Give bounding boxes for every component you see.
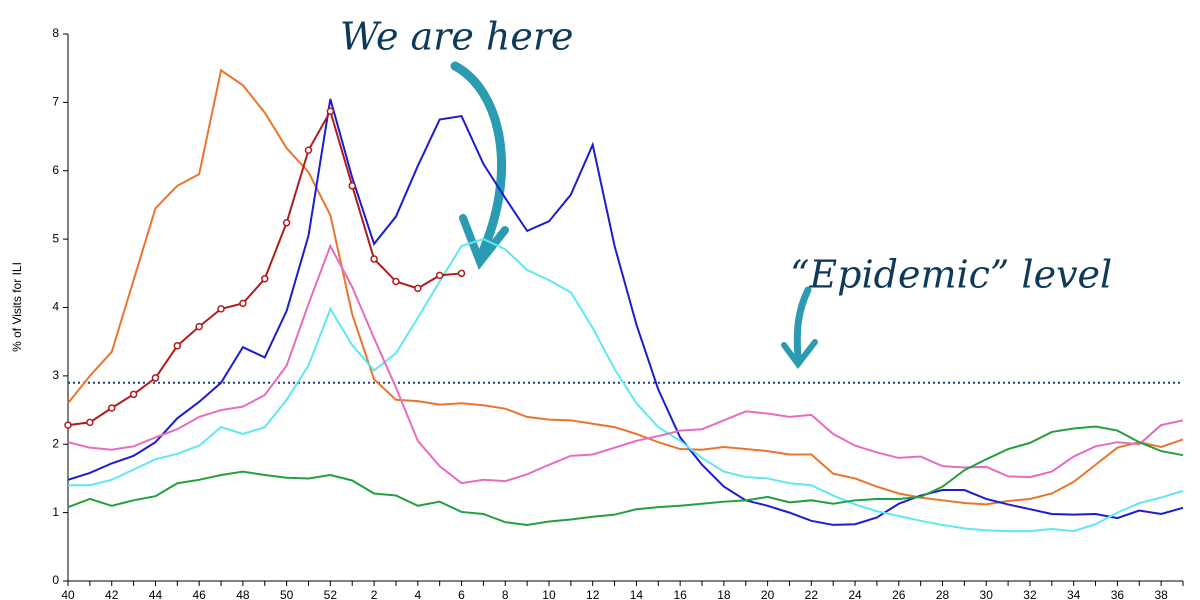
- x-tick-label: 20: [761, 588, 775, 600]
- x-tick-label: 46: [192, 588, 206, 600]
- point: [173, 342, 182, 350]
- x-tick-label: 18: [717, 588, 731, 600]
- point: [151, 374, 160, 382]
- x-tick-label: 24: [848, 588, 862, 600]
- y-tick-label: 8: [52, 26, 59, 40]
- x-tick-label: 52: [324, 588, 338, 600]
- arrows: [450, 61, 818, 369]
- point: [348, 182, 356, 190]
- point: [435, 271, 444, 280]
- point: [239, 299, 247, 308]
- point: [129, 390, 138, 399]
- x-tick-label: 14: [630, 588, 644, 600]
- point: [261, 275, 269, 283]
- arrow: [793, 286, 812, 362]
- x-tick-label: 44: [149, 588, 163, 600]
- x-tick-label: 30: [980, 588, 994, 600]
- x-tick-label: 34: [1067, 588, 1081, 600]
- x-tick-label: 28: [936, 588, 950, 600]
- point: [282, 218, 291, 227]
- arrow-head: [459, 214, 509, 271]
- point: [326, 107, 335, 116]
- y-tick-label: 1: [52, 505, 59, 519]
- series-line: [68, 238, 1184, 533]
- x-tick-label: 40: [61, 588, 75, 600]
- y-tick-label: 7: [52, 95, 59, 109]
- x-tick-label: 26: [892, 588, 906, 600]
- point: [414, 284, 422, 293]
- series-line: [67, 243, 1184, 485]
- point: [217, 305, 225, 313]
- y-axis-label: % of Visits for ILI: [10, 262, 24, 352]
- y-tick-label: 5: [52, 231, 59, 245]
- point: [304, 146, 313, 154]
- y-tick-label: 3: [52, 368, 59, 382]
- annotation: “Epidemic” level: [790, 253, 1112, 297]
- point: [107, 404, 116, 412]
- x-tick-label: 22: [805, 588, 819, 600]
- point: [195, 322, 203, 331]
- x-tick-label: 10: [542, 588, 556, 600]
- y-tick-label: 0: [52, 573, 59, 587]
- series-line: [67, 425, 1184, 526]
- x-tick-label: 36: [1111, 588, 1125, 600]
- y-tick-label: 4: [52, 300, 59, 314]
- y-tick-label: 2: [52, 436, 59, 450]
- x-tick-label: 50: [280, 588, 294, 600]
- x-tick-label: 12: [586, 588, 600, 600]
- x-tick-label: 6: [458, 588, 465, 600]
- x-tick-label: 16: [673, 588, 687, 600]
- point: [392, 277, 400, 286]
- annotation: We are here: [340, 15, 574, 59]
- x-tick-label: 48: [236, 588, 250, 600]
- x-tick-label: 42: [105, 588, 119, 600]
- arrow-head: [781, 339, 818, 369]
- x-tick-label: 38: [1154, 588, 1168, 600]
- arrow: [450, 61, 507, 263]
- y-tick-label: 6: [52, 163, 59, 177]
- point: [64, 421, 72, 429]
- point: [86, 418, 94, 427]
- x-tick-label: 2: [371, 588, 378, 600]
- point: [457, 269, 466, 278]
- series-line: [67, 98, 1184, 526]
- point: [370, 255, 378, 263]
- x-tick-label: 8: [502, 588, 509, 600]
- x-tick-label: 4: [414, 588, 421, 600]
- x-tick-label: 32: [1023, 588, 1037, 600]
- series-line: [67, 108, 462, 427]
